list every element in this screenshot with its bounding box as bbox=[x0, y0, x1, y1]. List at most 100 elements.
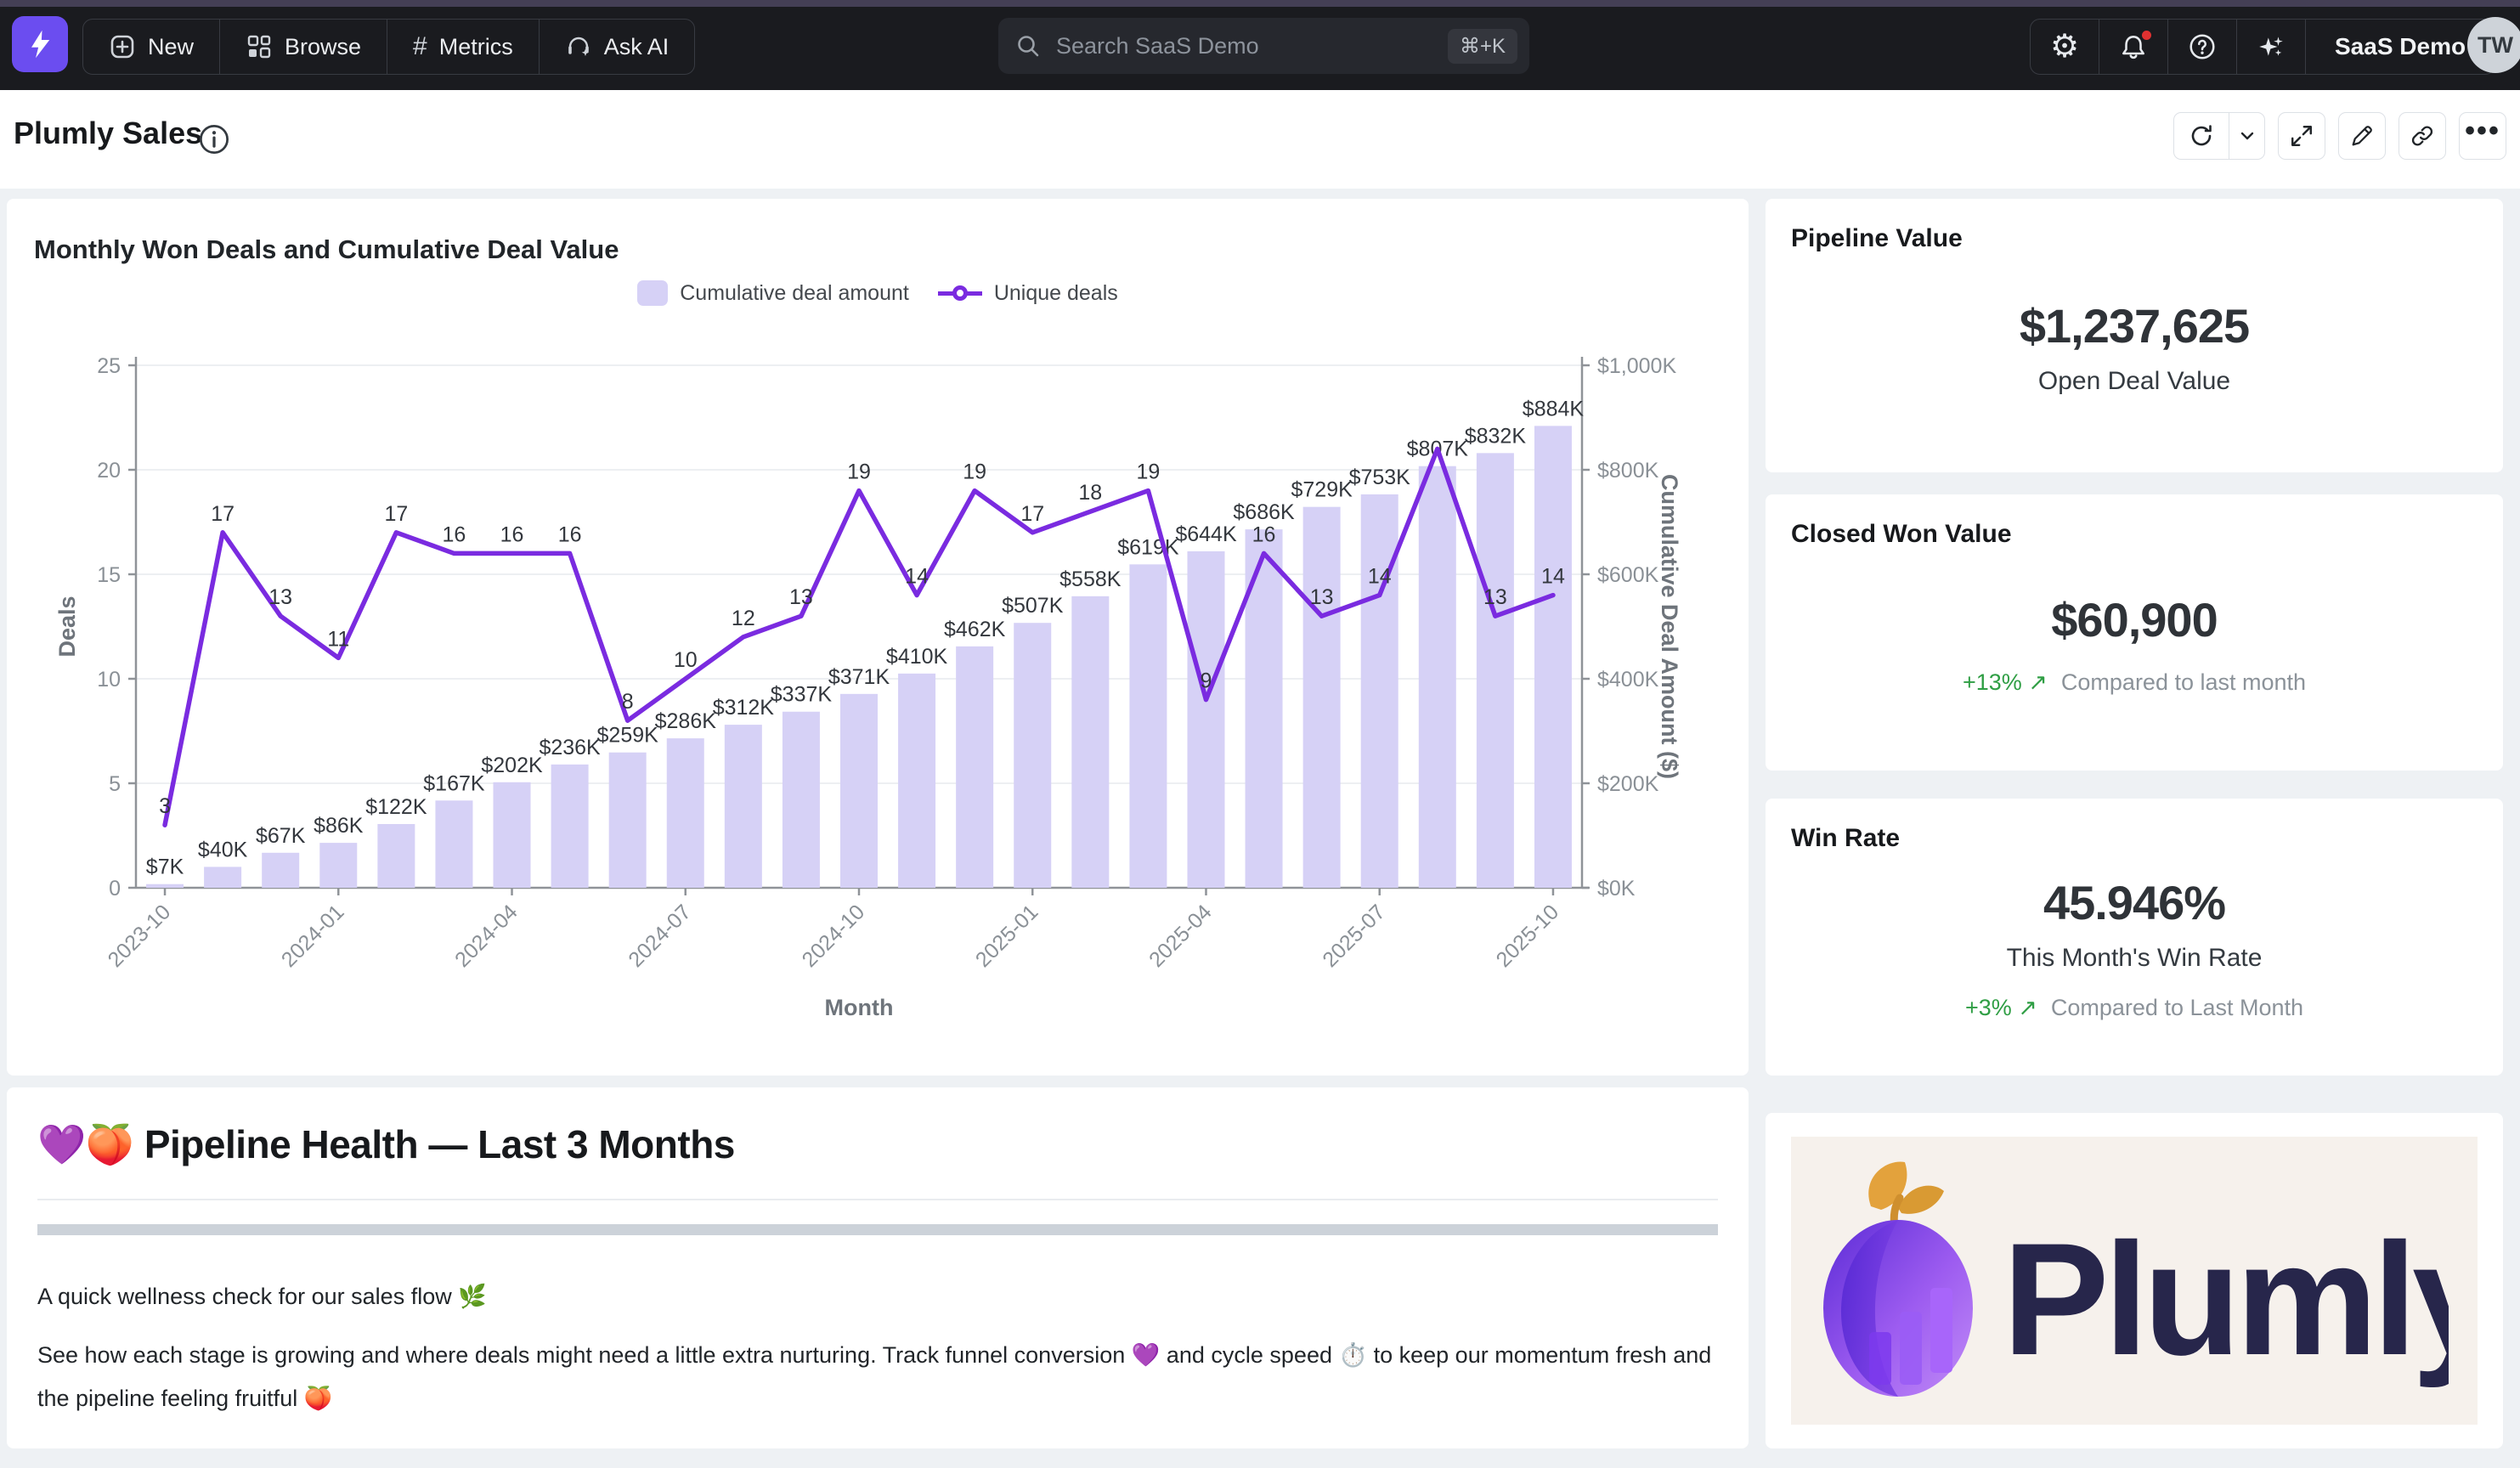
bar-2025-01[interactable] bbox=[1014, 623, 1052, 888]
avatar-initials: TW bbox=[2478, 31, 2513, 58]
bar-2024-06[interactable] bbox=[608, 752, 647, 888]
bar-2024-02[interactable] bbox=[377, 823, 415, 888]
bar-2025-07[interactable] bbox=[1360, 494, 1398, 888]
svg-text:2025-10: 2025-10 bbox=[1492, 900, 1564, 972]
notes-paragraph: See how each stage is growing and where … bbox=[37, 1342, 1712, 1412]
hash-icon: # bbox=[413, 32, 427, 60]
user-avatar[interactable]: TW bbox=[2467, 17, 2520, 73]
org-switcher-button[interactable]: SaaS Demo bbox=[2306, 20, 2495, 74]
svg-text:$400K: $400K bbox=[1597, 668, 1659, 692]
share-link-button[interactable] bbox=[2399, 112, 2446, 160]
svg-text:Month: Month bbox=[825, 995, 894, 1020]
svg-text:16: 16 bbox=[1252, 522, 1276, 546]
bar-2025-10[interactable] bbox=[1534, 426, 1572, 889]
kpi-subtitle: Open Deal Value bbox=[2037, 366, 2231, 395]
bar-2025-02[interactable] bbox=[1071, 596, 1110, 888]
kpi-card-closed-won-value: Closed Won Value $60,900 +13% ↗ Compared… bbox=[1766, 494, 2503, 771]
link-icon bbox=[2411, 126, 2433, 146]
legend-item-cumulative[interactable]: Cumulative deal amount bbox=[637, 280, 909, 306]
refresh-button[interactable] bbox=[2174, 113, 2229, 159]
global-search-input[interactable]: Search SaaS Demo ⌘+K bbox=[998, 18, 1529, 74]
svg-text:8: 8 bbox=[622, 690, 634, 714]
settings-button[interactable]: ⚙ bbox=[2031, 20, 2099, 74]
svg-text:17: 17 bbox=[1020, 502, 1044, 526]
svg-text:2025-01: 2025-01 bbox=[971, 900, 1043, 972]
plus-square-icon bbox=[109, 33, 136, 60]
bar-2024-09[interactable] bbox=[782, 711, 820, 888]
nav-metrics-label: Metrics bbox=[438, 33, 513, 59]
nav-ask-ai-button[interactable]: Ask AI bbox=[540, 20, 695, 74]
bar-2025-08[interactable] bbox=[1418, 466, 1456, 888]
bar-2024-07[interactable] bbox=[666, 738, 704, 888]
ellipsis-icon: ••• bbox=[2465, 114, 2500, 147]
svg-text:$200K: $200K bbox=[1597, 772, 1659, 796]
svg-text:$122K: $122K bbox=[365, 795, 427, 819]
info-icon[interactable] bbox=[197, 122, 231, 156]
svg-text:$1,000K: $1,000K bbox=[1597, 354, 1676, 378]
svg-text:13: 13 bbox=[1310, 585, 1334, 609]
bar-2025-03[interactable] bbox=[1129, 564, 1167, 888]
logo-tile: Plumly bbox=[1766, 1113, 2503, 1448]
svg-text:$0K: $0K bbox=[1597, 877, 1636, 901]
markdown-tile: 💜🍑 Pipeline Health — Last 3 Months A qui… bbox=[7, 1087, 1749, 1448]
bar-2024-01[interactable] bbox=[319, 843, 358, 888]
notifications-button[interactable] bbox=[2099, 20, 2168, 74]
bar-2023-12[interactable] bbox=[262, 852, 300, 888]
kpi-card-pipeline-value: Pipeline Value $1,237,625 Open Deal Valu… bbox=[1766, 199, 2503, 472]
bar-2024-05[interactable] bbox=[551, 764, 589, 888]
kpi-delta: +3% ↗ bbox=[1964, 995, 2037, 1020]
svg-text:$259K: $259K bbox=[597, 724, 659, 748]
bar-2025-06[interactable] bbox=[1302, 506, 1341, 888]
bar-2024-12[interactable] bbox=[956, 646, 994, 888]
more-options-button[interactable]: ••• bbox=[2459, 112, 2506, 160]
chevron-down-icon bbox=[2240, 132, 2253, 140]
bar-2025-09[interactable] bbox=[1476, 453, 1514, 888]
bar-2024-08[interactable] bbox=[724, 725, 762, 888]
kpi-card-win-rate: Win Rate 45.946% This Month's Win Rate +… bbox=[1766, 799, 2503, 1076]
bar-2024-10[interactable] bbox=[840, 693, 878, 888]
svg-text:10: 10 bbox=[97, 668, 121, 692]
svg-text:3: 3 bbox=[159, 794, 171, 818]
svg-text:18: 18 bbox=[1078, 481, 1102, 505]
bar-2023-10[interactable] bbox=[146, 884, 184, 888]
fullscreen-button[interactable] bbox=[2278, 112, 2325, 160]
sparkles-icon bbox=[2259, 37, 2283, 56]
plumly-logo-image: Plumly bbox=[1823, 1161, 2449, 1397]
dashboard-header: Plumly Sales bbox=[0, 90, 2520, 189]
trend-up-icon: ↗ bbox=[2028, 669, 2048, 695]
svg-text:5: 5 bbox=[109, 772, 121, 796]
bar-2025-04[interactable] bbox=[1187, 550, 1225, 888]
thick-divider bbox=[37, 1224, 1718, 1235]
bar-2023-11[interactable] bbox=[204, 867, 242, 888]
primary-nav: New Browse # Metrics Ask AI bbox=[82, 19, 696, 75]
refresh-options-button[interactable] bbox=[2229, 113, 2264, 159]
top-navbar: New Browse # Metrics Ask AI bbox=[0, 7, 2520, 90]
nav-browse-button[interactable]: Browse bbox=[220, 20, 388, 74]
unique-deals-line[interactable] bbox=[162, 446, 1556, 827]
lightdash-logo-button[interactable] bbox=[12, 16, 68, 72]
search-shortcut-badge: ⌘+K bbox=[1447, 28, 1517, 64]
ai-sparkles-button[interactable] bbox=[2237, 20, 2306, 74]
bar-2024-03[interactable] bbox=[435, 800, 473, 888]
edit-button[interactable] bbox=[2338, 112, 2386, 160]
legend-item-unique-deals[interactable]: Unique deals bbox=[937, 280, 1118, 306]
svg-text:17: 17 bbox=[384, 502, 408, 526]
trend-up-icon: ↗ bbox=[2018, 995, 2037, 1020]
grid-icon bbox=[246, 33, 273, 60]
kpi-title: Closed Won Value bbox=[1791, 520, 2012, 548]
svg-text:13: 13 bbox=[789, 585, 813, 609]
gear-icon: ⚙ bbox=[2049, 29, 2080, 65]
nav-new-button[interactable]: New bbox=[83, 20, 221, 74]
lightning-bolt-icon bbox=[31, 30, 50, 59]
page-title: Plumly Sales bbox=[14, 116, 203, 150]
bar-2024-04[interactable] bbox=[493, 782, 531, 888]
help-button[interactable] bbox=[2168, 20, 2237, 74]
nav-metrics-button[interactable]: # Metrics bbox=[387, 20, 540, 74]
bar-2024-11[interactable] bbox=[898, 673, 936, 888]
svg-text:Plumly: Plumly bbox=[2003, 1210, 2449, 1388]
refresh-icon bbox=[2191, 125, 2212, 146]
svg-text:$337K: $337K bbox=[771, 683, 833, 707]
notes-paragraph: A quick wellness check for our sales flo… bbox=[37, 1284, 487, 1309]
svg-text:$286K: $286K bbox=[655, 709, 717, 733]
svg-text:2023-10: 2023-10 bbox=[104, 900, 176, 972]
